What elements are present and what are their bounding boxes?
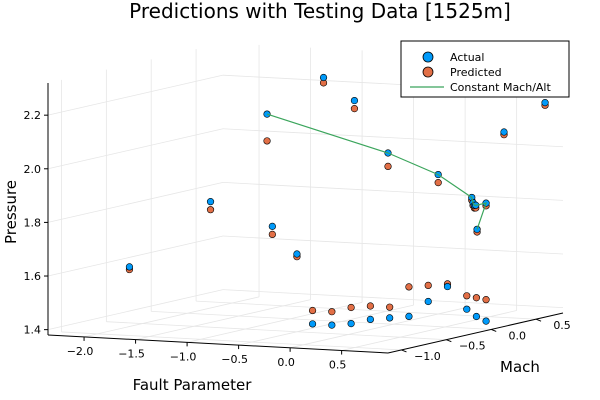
actual-point [463, 305, 471, 313]
actual-point [293, 250, 301, 258]
actual-point [424, 297, 432, 306]
grid-line-x-floor [135, 299, 311, 341]
predicted-point [434, 179, 442, 187]
actual-point [350, 96, 359, 105]
predicted-point [308, 306, 317, 315]
y-tick-mark [401, 349, 407, 353]
y-axis-label: Mach [500, 358, 540, 376]
legend-marker-actual [422, 51, 434, 63]
y-tick-label: 0.5 [553, 319, 571, 332]
predicted-point [472, 294, 481, 302]
actual-point [268, 222, 276, 230]
actual-point [500, 128, 508, 136]
predicted-point [463, 292, 471, 300]
grid-line-z-left [47, 74, 224, 116]
y-tick-mark [491, 328, 497, 332]
grid-line-y-floor [151, 311, 492, 330]
grid-line-z-back [222, 128, 564, 148]
chart-title: Predictions with Testing Data [1525m] [129, 0, 511, 23]
actual-point [328, 321, 336, 329]
predicted-point [350, 105, 359, 113]
predicted-point [424, 281, 432, 289]
chart-grid [47, 44, 564, 351]
legend: Actual Predicted Constant Mach/Alt [400, 40, 570, 98]
actual-point [482, 317, 490, 325]
legend-label-predicted: Predicted [450, 66, 502, 79]
chart-ticks: −2.0 −1.5 −1.0 −0.5 0.0 0.5 −1.0 −0.5 0.0 0.5 1.4 1… [24, 109, 571, 371]
z-tick-label: 1.8 [24, 216, 42, 229]
predicted-point [268, 230, 276, 239]
z-tick-label: 1.4 [24, 324, 42, 337]
y-tick-mark [446, 339, 452, 343]
x-tick-label: 0.5 [329, 359, 347, 372]
z-tick-label: 2.0 [24, 163, 42, 176]
actual-point [319, 73, 328, 82]
legend-label-actual: Actual [450, 51, 484, 64]
grid-line-z-back [222, 235, 564, 255]
chart-axes [47, 83, 564, 354]
predicted-point [206, 206, 215, 214]
z-tick-label: 2.2 [24, 109, 42, 122]
predicted-point [347, 303, 355, 312]
actual-point [443, 282, 452, 291]
y-tick-label: −0.5 [459, 340, 486, 353]
x-tick-label: −0.5 [221, 353, 248, 366]
grid-line-z-left [47, 128, 224, 170]
x-tick-label: −1.5 [118, 348, 145, 361]
grid-line-y-floor [61, 331, 402, 351]
predicted-point [386, 303, 394, 311]
y-tick-label: 0.0 [508, 329, 526, 342]
y-tick-label: −1.0 [414, 350, 441, 363]
actual-point [472, 312, 481, 321]
constant-mach-alt-line [266, 113, 488, 230]
actual-point [308, 320, 317, 328]
z-axis-label: Pressure [2, 180, 20, 244]
x-tick-label: −2.0 [67, 345, 94, 358]
grid-line-z-left [47, 182, 224, 223]
actual-point [125, 263, 134, 271]
grid-line-x-floor [238, 304, 414, 346]
grid-line-x-floor [290, 307, 466, 349]
grid-line-z-left [47, 235, 224, 277]
predicted-point [366, 302, 374, 310]
grid-line-z-back [222, 289, 564, 309]
actual-point [366, 315, 374, 324]
y-axis-line [387, 312, 564, 354]
predicted-point [405, 283, 413, 291]
grid-line-z-left [47, 289, 224, 331]
actual-point [347, 319, 355, 328]
legend-label-constant: Constant Mach/Alt [450, 81, 551, 94]
grid-line-z-back [222, 182, 564, 201]
legend-marker-predicted [422, 66, 434, 78]
actual-point [473, 225, 481, 233]
grid-line-y-floor [106, 321, 447, 341]
predicted-point [263, 137, 271, 145]
y-tick-mark [535, 318, 542, 322]
x-tick-label: −1.0 [170, 350, 197, 363]
z-tick-label: 1.6 [24, 270, 42, 283]
grid-line-x-floor [341, 310, 517, 351]
x-axis-label: Fault Parameter [133, 376, 253, 394]
grid-line-x-floor [83, 296, 260, 338]
actual-point [405, 312, 413, 320]
predicted-point [482, 296, 490, 304]
x-axis-line [47, 334, 389, 354]
actual-point [541, 99, 549, 107]
chart-marks [125, 73, 549, 329]
predicted-point [328, 308, 336, 316]
predicted-point [384, 162, 392, 170]
actual-point [386, 314, 394, 322]
x-tick-label: 0.0 [277, 356, 295, 369]
actual-point [206, 198, 215, 206]
